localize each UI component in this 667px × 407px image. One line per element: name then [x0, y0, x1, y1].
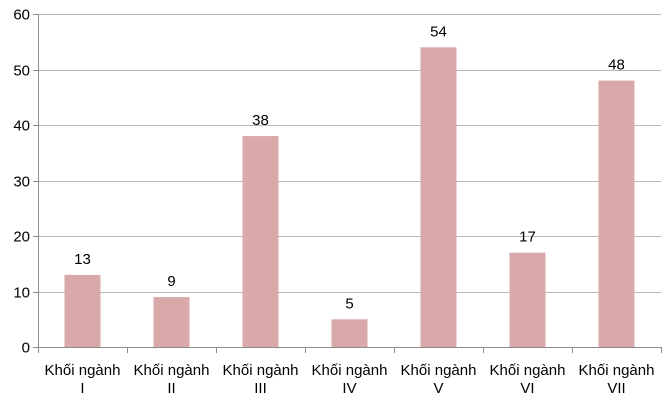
x-tick-label: Khối ngành: [223, 362, 299, 379]
y-tick-label: 20: [13, 229, 30, 246]
data-label: 9: [167, 273, 175, 290]
bar: [420, 47, 457, 348]
axes: [33, 14, 662, 353]
y-tick-label: 40: [13, 118, 30, 135]
bar: [153, 297, 190, 347]
data-label: 5: [345, 295, 353, 312]
x-tick-label: Khối ngành: [134, 362, 210, 379]
x-tick-label: Khối ngành: [312, 362, 388, 379]
bar: [64, 274, 101, 347]
y-tick-labels: 0 10 20 30 40 50 60: [13, 7, 30, 357]
y-tick-label: 30: [13, 174, 30, 191]
x-tick-label: I: [80, 380, 84, 397]
bar: [509, 252, 546, 347]
x-tick-label: VI: [520, 380, 534, 397]
x-tick-label: Khối ngành: [490, 362, 566, 379]
bar: [331, 319, 368, 348]
x-tick-label: Khối ngành: [45, 362, 121, 379]
y-tick-label: 60: [13, 7, 30, 24]
bars: [64, 47, 635, 348]
y-tick-label: 0: [22, 340, 30, 357]
x-tick-label: V: [433, 380, 443, 397]
x-tick-label: III: [254, 380, 267, 397]
x-tick-label: VII: [607, 380, 625, 397]
bar: [598, 80, 635, 347]
data-label: 13: [74, 251, 91, 268]
x-tick-label: IV: [342, 380, 356, 397]
data-label: 17: [519, 229, 536, 246]
bar: [242, 136, 279, 347]
data-label: 48: [608, 57, 625, 74]
x-tick-label: Khối ngành: [401, 362, 477, 379]
x-tick-label: Khối ngành: [579, 362, 655, 379]
data-label: 54: [430, 23, 447, 40]
y-tick-label: 50: [13, 63, 30, 80]
gridlines: [38, 14, 661, 293]
y-tick-label: 10: [13, 285, 30, 302]
x-tick-label: II: [167, 380, 175, 397]
data-label: 38: [252, 112, 269, 129]
data-labels: 13 9 38 5 54 17 48: [74, 23, 625, 312]
